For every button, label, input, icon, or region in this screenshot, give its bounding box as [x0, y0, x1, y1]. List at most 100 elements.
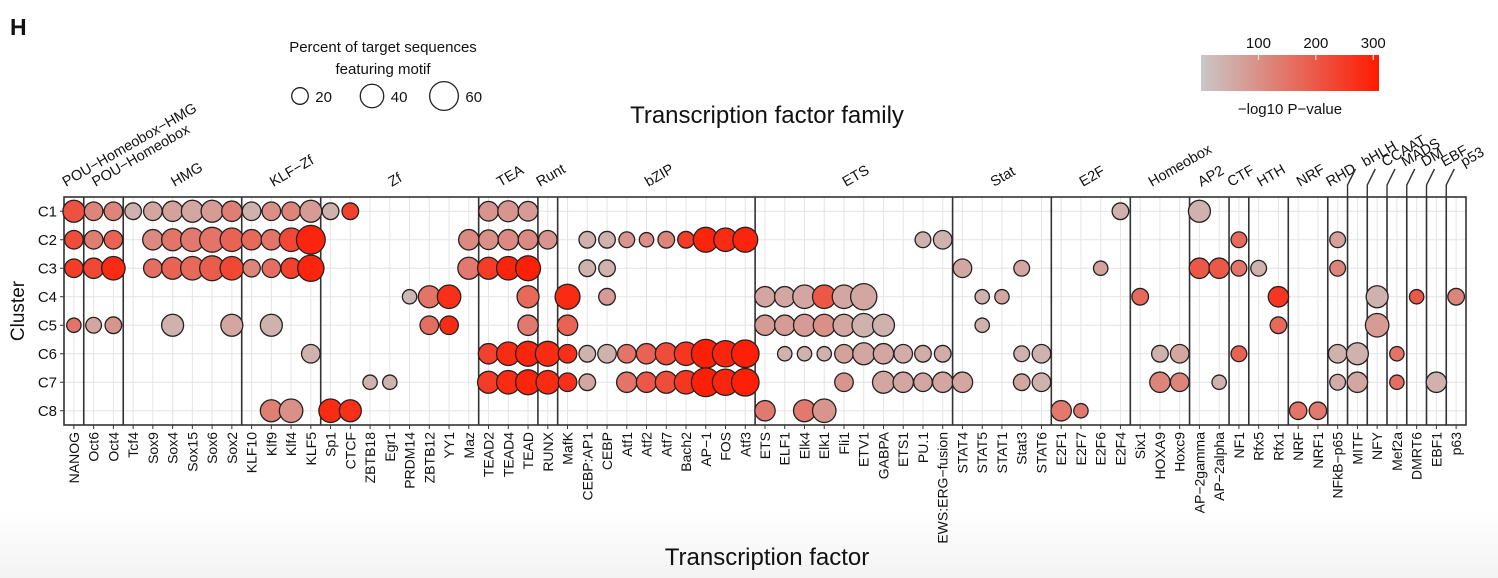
- motif-point: [1169, 343, 1190, 364]
- motif-point: [816, 345, 833, 362]
- motif-point: [1230, 231, 1248, 249]
- motif-point: [534, 340, 561, 367]
- size-legend-title: featuring motif: [335, 61, 431, 78]
- motif-point: [776, 345, 793, 362]
- x-tick-label: NRF: [1290, 432, 1306, 461]
- x-tick-label: Atf1: [619, 432, 635, 457]
- motif-point: [242, 258, 261, 278]
- motif-point: [1329, 373, 1347, 391]
- motif-point: [554, 283, 581, 310]
- motif-point: [1131, 287, 1150, 306]
- motif-point: [457, 228, 480, 251]
- motif-point: [295, 224, 326, 255]
- motif-point: [914, 344, 932, 363]
- y-tick-label: C4: [38, 289, 57, 306]
- motif-point: [161, 200, 184, 223]
- size-legend-circle: [428, 80, 460, 112]
- colorbar-title: −log10 P−value: [1238, 101, 1342, 118]
- size-legend-circle: [359, 83, 385, 109]
- x-tick-label: Fli1: [836, 432, 852, 455]
- x-tick-label: Tcf4: [125, 432, 141, 458]
- motif-point: [1149, 371, 1171, 394]
- size-legend-label: 20: [315, 89, 332, 106]
- motif-point: [974, 317, 991, 334]
- x-tick-label: Oct4: [105, 432, 121, 462]
- x-tick-label: NANOG: [66, 432, 82, 483]
- motif-point: [1327, 343, 1348, 364]
- motif-point: [100, 255, 126, 281]
- panel-letter: H: [10, 14, 27, 40]
- motif-point: [478, 229, 500, 251]
- x-tick-label: Rfx5: [1251, 432, 1267, 461]
- motif-point: [221, 200, 243, 223]
- family-bracket: [1366, 168, 1376, 197]
- motif-point: [1250, 259, 1268, 277]
- x-tick-label: Atf7: [658, 432, 674, 457]
- x-tick-label: Bach2: [678, 432, 694, 472]
- family-label: ETS: [840, 163, 872, 191]
- motif-point: [260, 228, 283, 251]
- x-tick-label: NFkB−p65: [1330, 432, 1346, 499]
- family-label: TEA: [494, 162, 527, 190]
- motif-point: [160, 313, 185, 337]
- motif-point: [578, 373, 597, 392]
- x-tick-label: ZBTB18: [362, 432, 378, 484]
- motif-point: [478, 200, 500, 222]
- motif-point: [849, 282, 878, 311]
- y-tick-label: C5: [38, 317, 57, 334]
- x-tick-label: AP−2alpha: [1211, 432, 1227, 501]
- motif-point: [1150, 344, 1169, 363]
- motif-point: [261, 201, 282, 222]
- x-tick-label: Rfx1: [1270, 432, 1286, 461]
- motif-point: [677, 230, 695, 249]
- motif-point: [62, 199, 86, 223]
- x-tick-label: Oct6: [86, 432, 102, 462]
- x-tick-label: ETS1: [895, 432, 911, 467]
- x-tick-label: Sox9: [145, 432, 161, 464]
- x-tick-label: Elk1: [816, 432, 832, 459]
- family-bracket: [1386, 168, 1396, 197]
- motif-point: [1329, 231, 1347, 249]
- motif-point: [1329, 259, 1347, 277]
- x-tick-label: Atf3: [737, 432, 753, 457]
- x-tick-label: PRDM14: [402, 432, 418, 489]
- motif-point: [578, 259, 597, 278]
- motif-point: [1050, 399, 1073, 422]
- x-tick-label: HOXA9: [1152, 432, 1168, 480]
- x-tick-label: E2F1: [1053, 432, 1069, 466]
- motif-point: [1389, 345, 1405, 362]
- motif-point: [615, 371, 638, 394]
- family-label: RHD: [1324, 161, 1359, 191]
- x-tick-label: AP−1: [698, 432, 714, 467]
- motif-point: [598, 287, 616, 306]
- motif-point: [618, 231, 636, 249]
- motif-point: [1111, 202, 1130, 221]
- family-label: KLF−Zf: [267, 152, 317, 190]
- motif-point: [83, 229, 104, 250]
- motif-point: [142, 258, 163, 279]
- x-tick-label: KLF10: [244, 432, 260, 473]
- family-bracket: [1346, 168, 1357, 197]
- motif-point: [657, 230, 676, 249]
- motif-point: [951, 371, 974, 394]
- motif-point: [300, 343, 321, 364]
- motif-point: [436, 284, 462, 310]
- y-axis-title: Cluster: [8, 280, 29, 341]
- family-label: bZIP: [642, 161, 677, 190]
- x-tick-label: TEAD: [520, 432, 536, 469]
- motif-point: [616, 343, 637, 364]
- size-legend-title: Percent of target sequences: [289, 39, 477, 56]
- x-tick-label: RUNX: [540, 431, 556, 471]
- motif-point: [931, 371, 954, 394]
- motif-point: [796, 345, 813, 362]
- motif-point: [514, 255, 542, 282]
- x-tick-label: STAT6: [1033, 432, 1049, 474]
- motif-point: [200, 199, 224, 223]
- motif-point: [556, 314, 579, 337]
- x-tick-label: MITF: [1349, 432, 1365, 465]
- motif-point: [63, 258, 84, 279]
- motif-point: [952, 258, 973, 279]
- x-tick-label: CEBP:AP1: [579, 432, 595, 501]
- motif-point: [419, 315, 440, 336]
